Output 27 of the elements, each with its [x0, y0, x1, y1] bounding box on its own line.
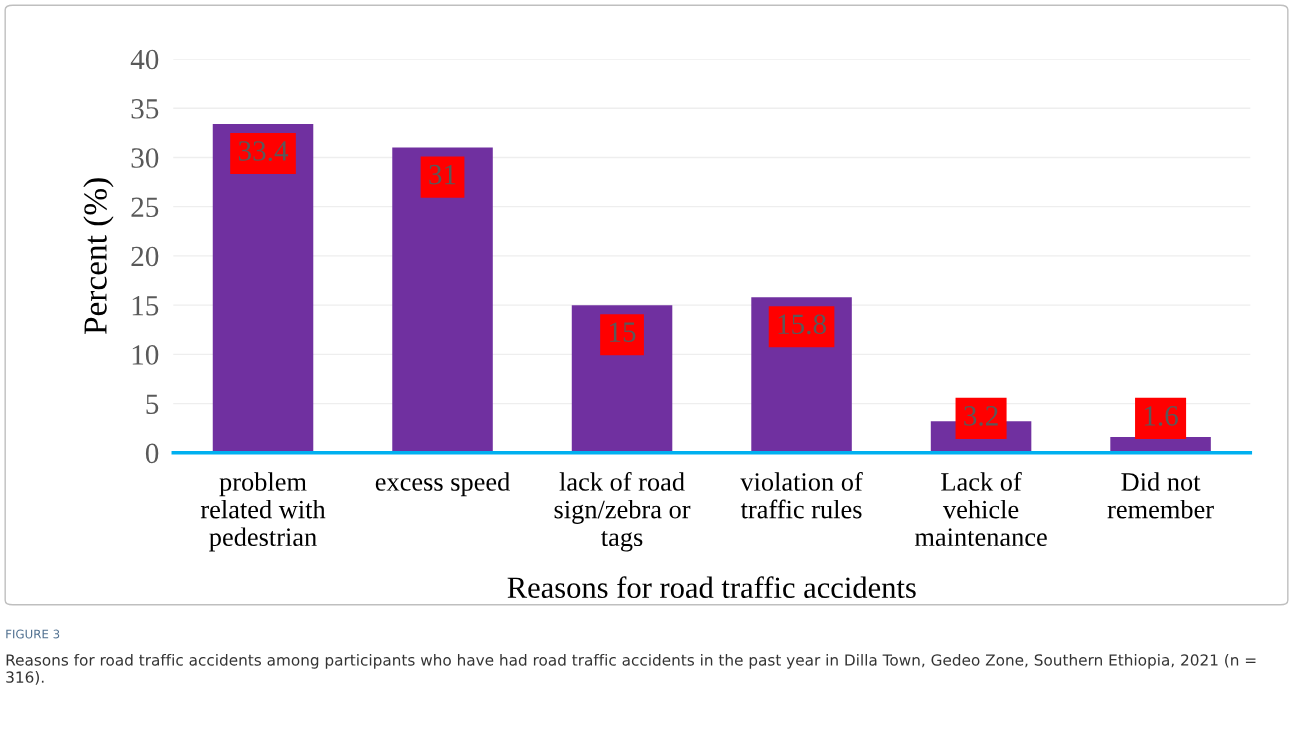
- y-tick-label: 25: [131, 197, 159, 218]
- data-label: 1.6: [1144, 406, 1178, 426]
- caption: FIGURE 3: [6, 629, 60, 639]
- y-axis-title: Percent (%): [83, 178, 114, 335]
- y-tick-label: 30: [131, 148, 159, 168]
- x-tick-label: violation of traffic rules: [740, 472, 863, 519]
- y-tick-label: 0: [145, 443, 159, 464]
- y-tick-label: 15: [132, 296, 159, 316]
- text: Reasons for road traffic accidents among participants who have had road traffic accidents in the past year in Dilla Town, Gedeo Zone, Southern Ethiopia, 2021 (n = 316).: [6, 653, 1256, 685]
- bar: [212, 123, 314, 453]
- x-tick-label: lack of road sign/zebra or tags: [554, 472, 691, 552]
- x-axis-title: Reasons for road traffic accidents: [507, 576, 916, 599]
- data-label: 15: [610, 322, 636, 342]
- data-label: 33.4: [238, 141, 289, 161]
- x-tick-label: Lack of vehicle maintenance: [914, 472, 1047, 547]
- data-label: 3.2: [964, 406, 998, 426]
- y-tick-label: 35: [131, 99, 159, 119]
- y-tick-label: 20: [131, 246, 159, 267]
- bar: [392, 147, 493, 453]
- data-label: 31: [429, 164, 456, 185]
- y-tick-label: 10: [132, 345, 159, 365]
- y-tick-label: 5: [146, 394, 159, 415]
- y-tick-label: 40: [130, 49, 159, 70]
- x-tick-label: problem related with pedestrian: [200, 472, 326, 552]
- data-label: 15.8: [778, 314, 826, 335]
- x-tick-label: excess speed: [375, 472, 510, 497]
- x-tick-label: Did not remember: [1107, 472, 1214, 519]
